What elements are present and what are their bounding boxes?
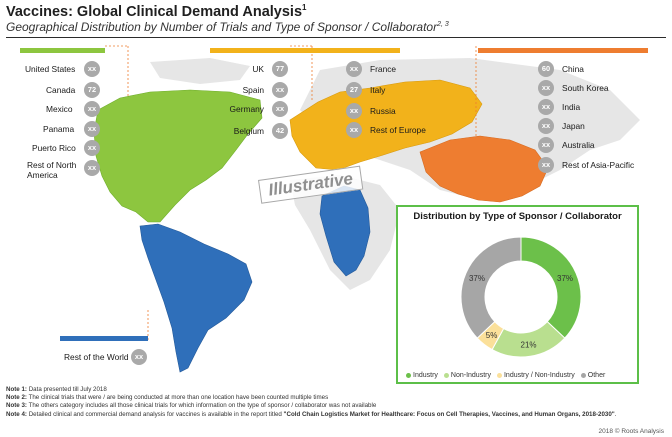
badge-mexico: xx bbox=[84, 101, 100, 117]
label-spain: Spain bbox=[242, 85, 264, 95]
legend-swatch-industry-non-industry bbox=[496, 373, 502, 378]
donut-slice-other bbox=[460, 236, 522, 339]
page-subtitle: Geographical Distribution by Number of T… bbox=[6, 20, 449, 34]
label-south-korea: South Korea bbox=[562, 83, 609, 93]
label-mexico: Mexico bbox=[46, 104, 73, 114]
legend-swatch-industry bbox=[406, 373, 411, 378]
badge-canada: 72 bbox=[84, 82, 100, 98]
label-uk: UK bbox=[252, 64, 264, 74]
badge-uk: 77 bbox=[272, 61, 288, 77]
label-russia: Russia bbox=[370, 106, 396, 116]
badge-australia: xx bbox=[538, 137, 554, 153]
label-rest-of-the-world: Rest of the World bbox=[64, 352, 129, 362]
legend-swatch-non-industry bbox=[443, 373, 449, 378]
badge-japan: xx bbox=[538, 118, 554, 134]
europe-color-bar bbox=[210, 48, 400, 53]
legend-label-non-industry: Non-Industry bbox=[450, 372, 491, 379]
donut-chart: 37% 21% 5% 37% bbox=[460, 236, 582, 358]
world-map bbox=[93, 45, 640, 373]
rest-of-world-color-bar bbox=[60, 336, 148, 341]
label-panama: Panama bbox=[43, 124, 75, 134]
label-united-states: United States bbox=[25, 64, 76, 74]
asia-color-bar bbox=[478, 48, 648, 53]
chart-legend: Industry Non-Industry Industry / Non-Ind… bbox=[406, 372, 636, 379]
badge-puerto-rico: xx bbox=[84, 140, 100, 156]
legend-item-non-industry: Non-Industry bbox=[443, 372, 491, 379]
title-divider bbox=[6, 37, 666, 38]
label-canada: Canada bbox=[46, 85, 76, 95]
sponsor-chart-panel: Distribution by Type of Sponsor / Collab… bbox=[396, 205, 639, 384]
note-1: Note 1: Data presented till July 2018 bbox=[6, 386, 107, 393]
americas-color-bar bbox=[20, 48, 105, 53]
label-italy: Italy bbox=[370, 85, 386, 95]
label-india: India bbox=[562, 102, 581, 112]
legend-label-industry-non-industry: Industry / Non-Industry bbox=[503, 372, 575, 379]
badge-united-states: xx bbox=[84, 61, 100, 77]
legend-label-other: Other bbox=[587, 372, 606, 379]
note-3: Note 3: The others category includes all… bbox=[6, 402, 377, 410]
label-rest-of-europe: Rest of Europe bbox=[370, 125, 426, 135]
badge-south-korea: xx bbox=[538, 80, 554, 96]
badge-india: xx bbox=[538, 99, 554, 115]
page-title: Vaccines: Global Clinical Demand Analysi… bbox=[6, 3, 307, 20]
map-connectors bbox=[105, 45, 477, 340]
copyright: 2018 © Roots Analysis bbox=[598, 428, 665, 435]
label-belgium: Belgium bbox=[233, 126, 264, 136]
donut-label-other: 37% bbox=[469, 274, 485, 283]
donut-slice-industry bbox=[520, 236, 582, 339]
badge-rest-of-north-america: xx bbox=[84, 160, 100, 176]
label-japan: Japan bbox=[562, 121, 585, 131]
badge-italy: 27 bbox=[346, 82, 362, 98]
donut-label-industry-non-industry: 5% bbox=[486, 331, 498, 340]
map-asia bbox=[419, 135, 549, 203]
label-france: France bbox=[370, 64, 397, 74]
badge-rest-of-asia-pacific: xx bbox=[538, 157, 554, 173]
footnotes: Note 1: Data presented till July 2018 No… bbox=[6, 386, 666, 419]
label-puerto-rico: Puerto Rico bbox=[32, 143, 76, 153]
donut-label-industry: 37% bbox=[557, 274, 573, 283]
label-china: China bbox=[562, 64, 584, 74]
badge-france: xx bbox=[346, 61, 362, 77]
note-2: Note 2: The clinical trials that were / … bbox=[6, 394, 329, 402]
legend-item-industry: Industry bbox=[406, 372, 438, 379]
legend-swatch-other bbox=[580, 373, 586, 378]
badge-russia: xx bbox=[346, 103, 362, 119]
badge-spain: xx bbox=[272, 82, 288, 98]
badge-rest-of-europe: xx bbox=[346, 122, 362, 138]
map-north-america bbox=[93, 89, 263, 223]
chart-title: Distribution by Type of Sponsor / Collab… bbox=[413, 211, 622, 222]
badge-china: 60 bbox=[538, 61, 554, 77]
donut-label-non-industry: 21% bbox=[521, 340, 537, 349]
map-europe bbox=[289, 79, 483, 171]
label-rest-of-north-america: Rest of North America bbox=[27, 160, 77, 180]
badge-belgium: 42 bbox=[272, 123, 288, 139]
badge-rest-of-the-world: xx bbox=[131, 349, 147, 365]
label-germany: Germany bbox=[229, 104, 264, 114]
legend-item-other: Other bbox=[580, 372, 606, 379]
label-rest-of-asia-pacific: Rest of Asia-Pacific bbox=[562, 160, 635, 170]
map-south-america bbox=[139, 223, 253, 373]
note-4: Note 4: Detailed clinical and commercial… bbox=[6, 410, 617, 418]
label-australia: Australia bbox=[562, 140, 595, 150]
legend-label-industry: Industry bbox=[413, 372, 438, 379]
badge-panama: xx bbox=[84, 121, 100, 137]
badge-germany: xx bbox=[272, 101, 288, 117]
legend-item-industry-non-industry: Industry / Non-Industry bbox=[496, 372, 575, 379]
